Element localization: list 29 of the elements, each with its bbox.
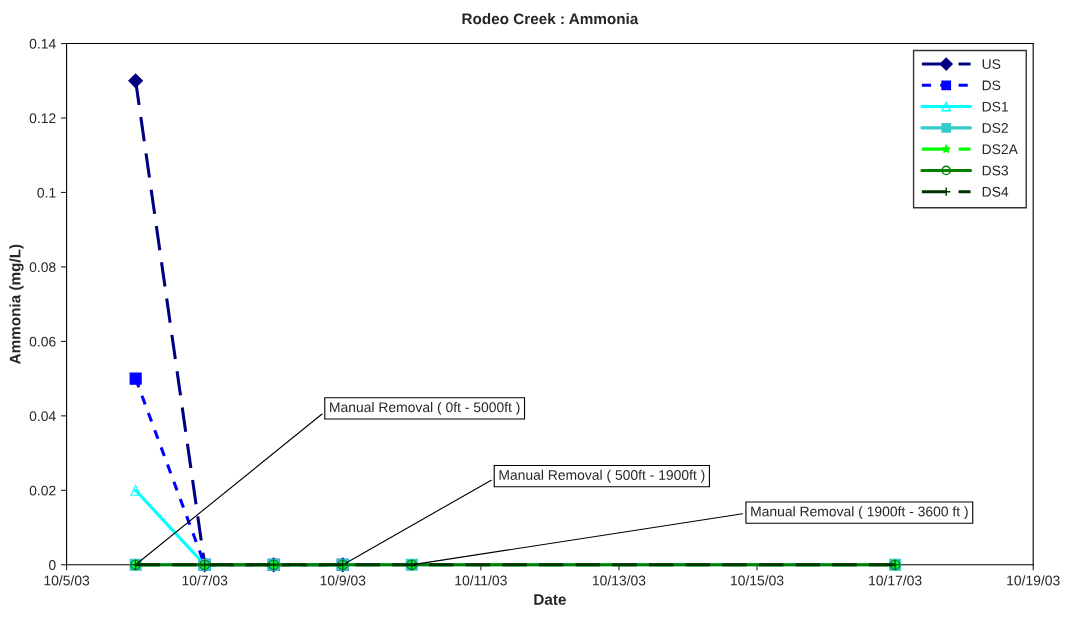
x-tick-label: 10/7/03 — [182, 575, 228, 586]
annotation: Manual Removal ( 1900ft - 3600 ft ) — [751, 506, 968, 520]
legend-label: DS4 — [982, 186, 1009, 197]
legend-label: DS2A — [982, 144, 1018, 155]
annotation: Manual Removal ( 500ft - 1900ft ) — [499, 469, 705, 483]
x-tick-label: 10/11/03 — [455, 575, 507, 586]
y-tick-label: 0.02 — [29, 485, 56, 496]
x-tick-label: 10/13/03 — [592, 575, 646, 586]
y-tick-label: 0.12 — [29, 113, 56, 124]
y-tick-label: 0.08 — [29, 262, 56, 273]
y-tick-label: 0.04 — [29, 411, 56, 422]
legend-label: US — [982, 59, 1001, 70]
y-tick-label: 0.1 — [37, 187, 56, 198]
legend-label: DS2 — [982, 123, 1008, 133]
annotation: Manual Removal ( 0ft - 5000ft ) — [330, 401, 520, 415]
y-tick-label: 0 — [48, 560, 56, 570]
x-tick-label: 10/15/03 — [731, 575, 784, 586]
y-tick-label: 0.06 — [29, 336, 56, 347]
x-tick-label: 10/17/03 — [869, 575, 922, 586]
x-tick-label: 10/9/03 — [320, 575, 366, 586]
legend-label: DS3 — [982, 165, 1009, 176]
chart-title: Rodeo Creek : Ammonia — [462, 13, 639, 25]
x-axis-title: Date — [534, 594, 566, 605]
x-tick-label: 10/5/03 — [44, 575, 90, 586]
y-tick-label: 0.14 — [29, 38, 56, 49]
legend-label: DS — [982, 80, 1001, 91]
legend-label: DS1 — [982, 101, 1008, 112]
x-tick-label: 10/19/03 — [1007, 575, 1060, 586]
y-axis-title: Ammonia (mg/L) — [9, 244, 24, 365]
